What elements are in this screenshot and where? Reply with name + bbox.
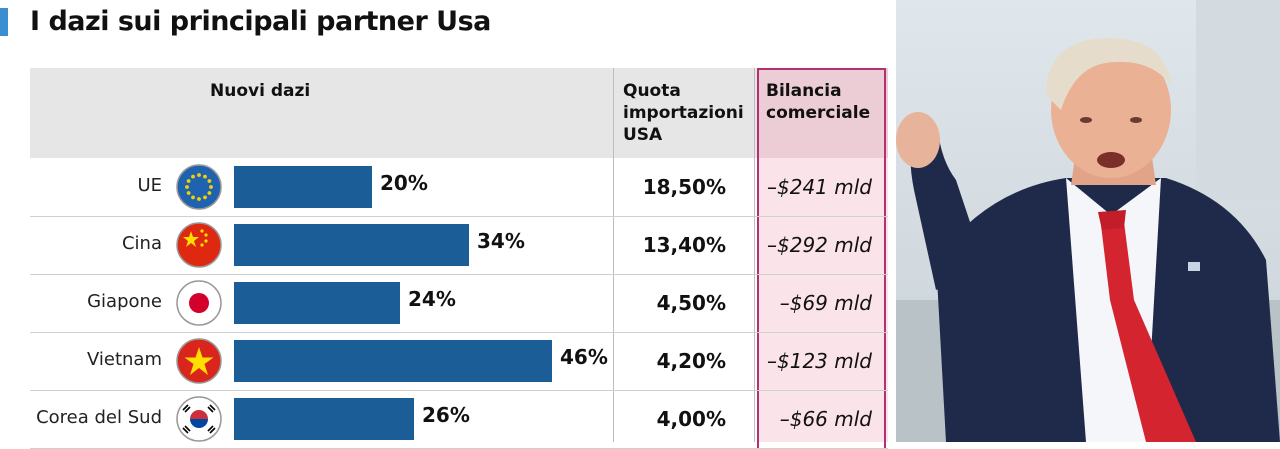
column-divider [613,68,614,442]
balance-header-background [758,68,888,158]
bar [234,224,469,266]
balance-value: –$66 mld [779,407,872,431]
quota-value: 4,50% [656,291,726,315]
header-bilancia-line: Bilancia [766,81,842,101]
row-divider [30,274,888,275]
title-accent-bar [0,8,8,36]
table-header-background [30,68,888,158]
header-quota-line: Quota [623,81,681,101]
south-korea-flag-icon [176,396,222,442]
vietnam-flag-icon [176,338,222,384]
row-label: UE [137,175,162,196]
header-quota: Quota importazioni USA [623,80,744,146]
row-label: Cina [121,233,162,254]
row-label: Vietnam [86,349,162,370]
header-bilancia-line: comerciale [766,103,871,123]
photo-man-raising-fist [896,0,1280,442]
bar-value-label: 34% [477,229,525,253]
quota-value: 4,00% [656,407,726,431]
bar-value-label: 24% [408,287,456,311]
header-bilancia: Bilancia comerciale [766,80,870,124]
header-quota-line: importazioni [623,103,744,123]
bar [234,282,400,324]
balance-value: –$292 mld [767,233,872,257]
balance-value: –$123 mld [767,349,872,373]
page-title: I dazi sui principali partner Usa [30,6,491,37]
row-label: Corea del Sud [36,407,162,428]
header-quota-line: USA [623,125,663,145]
quota-value: 18,50% [642,175,726,199]
bar [234,166,372,208]
bar-value-label: 46% [560,345,608,369]
row-label: Giapone [87,291,162,312]
photo-illustration [896,0,1280,442]
japan-flag-icon [176,280,222,326]
balance-column-border [757,68,886,448]
bar-value-label: 20% [380,171,428,195]
quota-value: 13,40% [642,233,726,257]
row-divider [30,390,888,391]
china-flag-icon [176,222,222,268]
row-divider [30,216,888,217]
row-divider [30,332,888,333]
balance-column-background [758,158,888,442]
bar [234,340,552,382]
balance-value: –$241 mld [767,175,872,199]
bar-value-label: 26% [422,403,470,427]
eu-flag-icon [176,164,222,210]
header-nuovi-dazi: Nuovi dazi [210,81,311,101]
balance-value: –$69 mld [779,291,872,315]
column-divider [754,68,755,442]
quota-value: 4,20% [656,349,726,373]
bar [234,398,414,440]
